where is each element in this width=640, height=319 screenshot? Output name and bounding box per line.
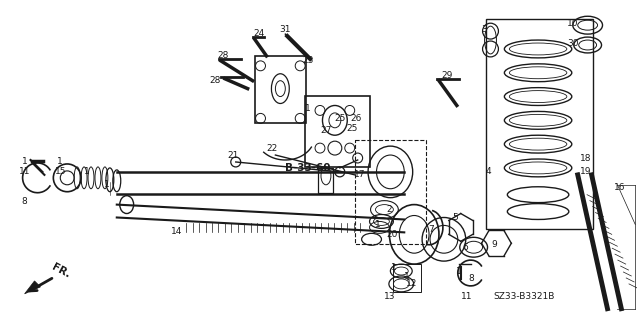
Text: 1: 1 <box>404 272 410 281</box>
Text: 26: 26 <box>350 114 362 123</box>
Text: 2: 2 <box>387 205 392 214</box>
Text: 8: 8 <box>468 274 474 284</box>
Bar <box>318 168 333 193</box>
Text: 24: 24 <box>253 29 264 38</box>
Text: 1: 1 <box>84 167 90 176</box>
Text: FR.: FR. <box>51 262 72 280</box>
Text: 21: 21 <box>227 151 239 160</box>
Text: 12: 12 <box>406 279 417 288</box>
Bar <box>305 96 369 167</box>
Text: 4: 4 <box>486 167 492 176</box>
Text: 22: 22 <box>267 144 278 152</box>
Text: 1: 1 <box>58 158 63 167</box>
Text: 1: 1 <box>374 220 380 229</box>
Text: 30: 30 <box>567 39 579 48</box>
Text: 28: 28 <box>217 51 228 60</box>
Text: 20: 20 <box>387 230 398 239</box>
Text: 18: 18 <box>580 153 591 162</box>
Bar <box>394 264 421 292</box>
Text: 23: 23 <box>303 56 314 65</box>
Text: 9: 9 <box>492 240 497 249</box>
Bar <box>355 140 426 244</box>
Text: 8: 8 <box>22 197 28 206</box>
Text: 15: 15 <box>54 167 66 176</box>
Text: 5: 5 <box>452 213 458 222</box>
Text: 11: 11 <box>19 167 30 176</box>
Text: 29: 29 <box>441 71 452 80</box>
Text: 13: 13 <box>383 292 395 301</box>
Bar <box>255 56 306 123</box>
Polygon shape <box>24 281 40 294</box>
Text: 16: 16 <box>614 183 625 192</box>
Text: 27: 27 <box>320 126 332 135</box>
Text: 1: 1 <box>456 266 461 276</box>
Text: 3: 3 <box>482 25 488 33</box>
Text: B-33-60: B-33-60 <box>285 163 331 173</box>
Text: 14: 14 <box>171 227 182 236</box>
Text: SZ33-B3321B: SZ33-B3321B <box>493 292 555 301</box>
Text: 28: 28 <box>209 76 221 85</box>
Text: 1: 1 <box>104 180 109 189</box>
Text: 1: 1 <box>390 263 396 271</box>
Text: 7: 7 <box>428 225 434 234</box>
Text: 25: 25 <box>346 124 357 133</box>
Text: 17: 17 <box>354 170 365 179</box>
Text: 31: 31 <box>280 25 291 33</box>
Text: 10: 10 <box>567 19 579 28</box>
Bar <box>486 19 593 229</box>
Text: 1: 1 <box>22 158 28 167</box>
Text: 19: 19 <box>580 167 591 176</box>
Text: 1: 1 <box>305 104 311 113</box>
Text: 11: 11 <box>461 292 472 301</box>
Text: 6: 6 <box>463 243 468 252</box>
Text: 25: 25 <box>334 114 346 123</box>
